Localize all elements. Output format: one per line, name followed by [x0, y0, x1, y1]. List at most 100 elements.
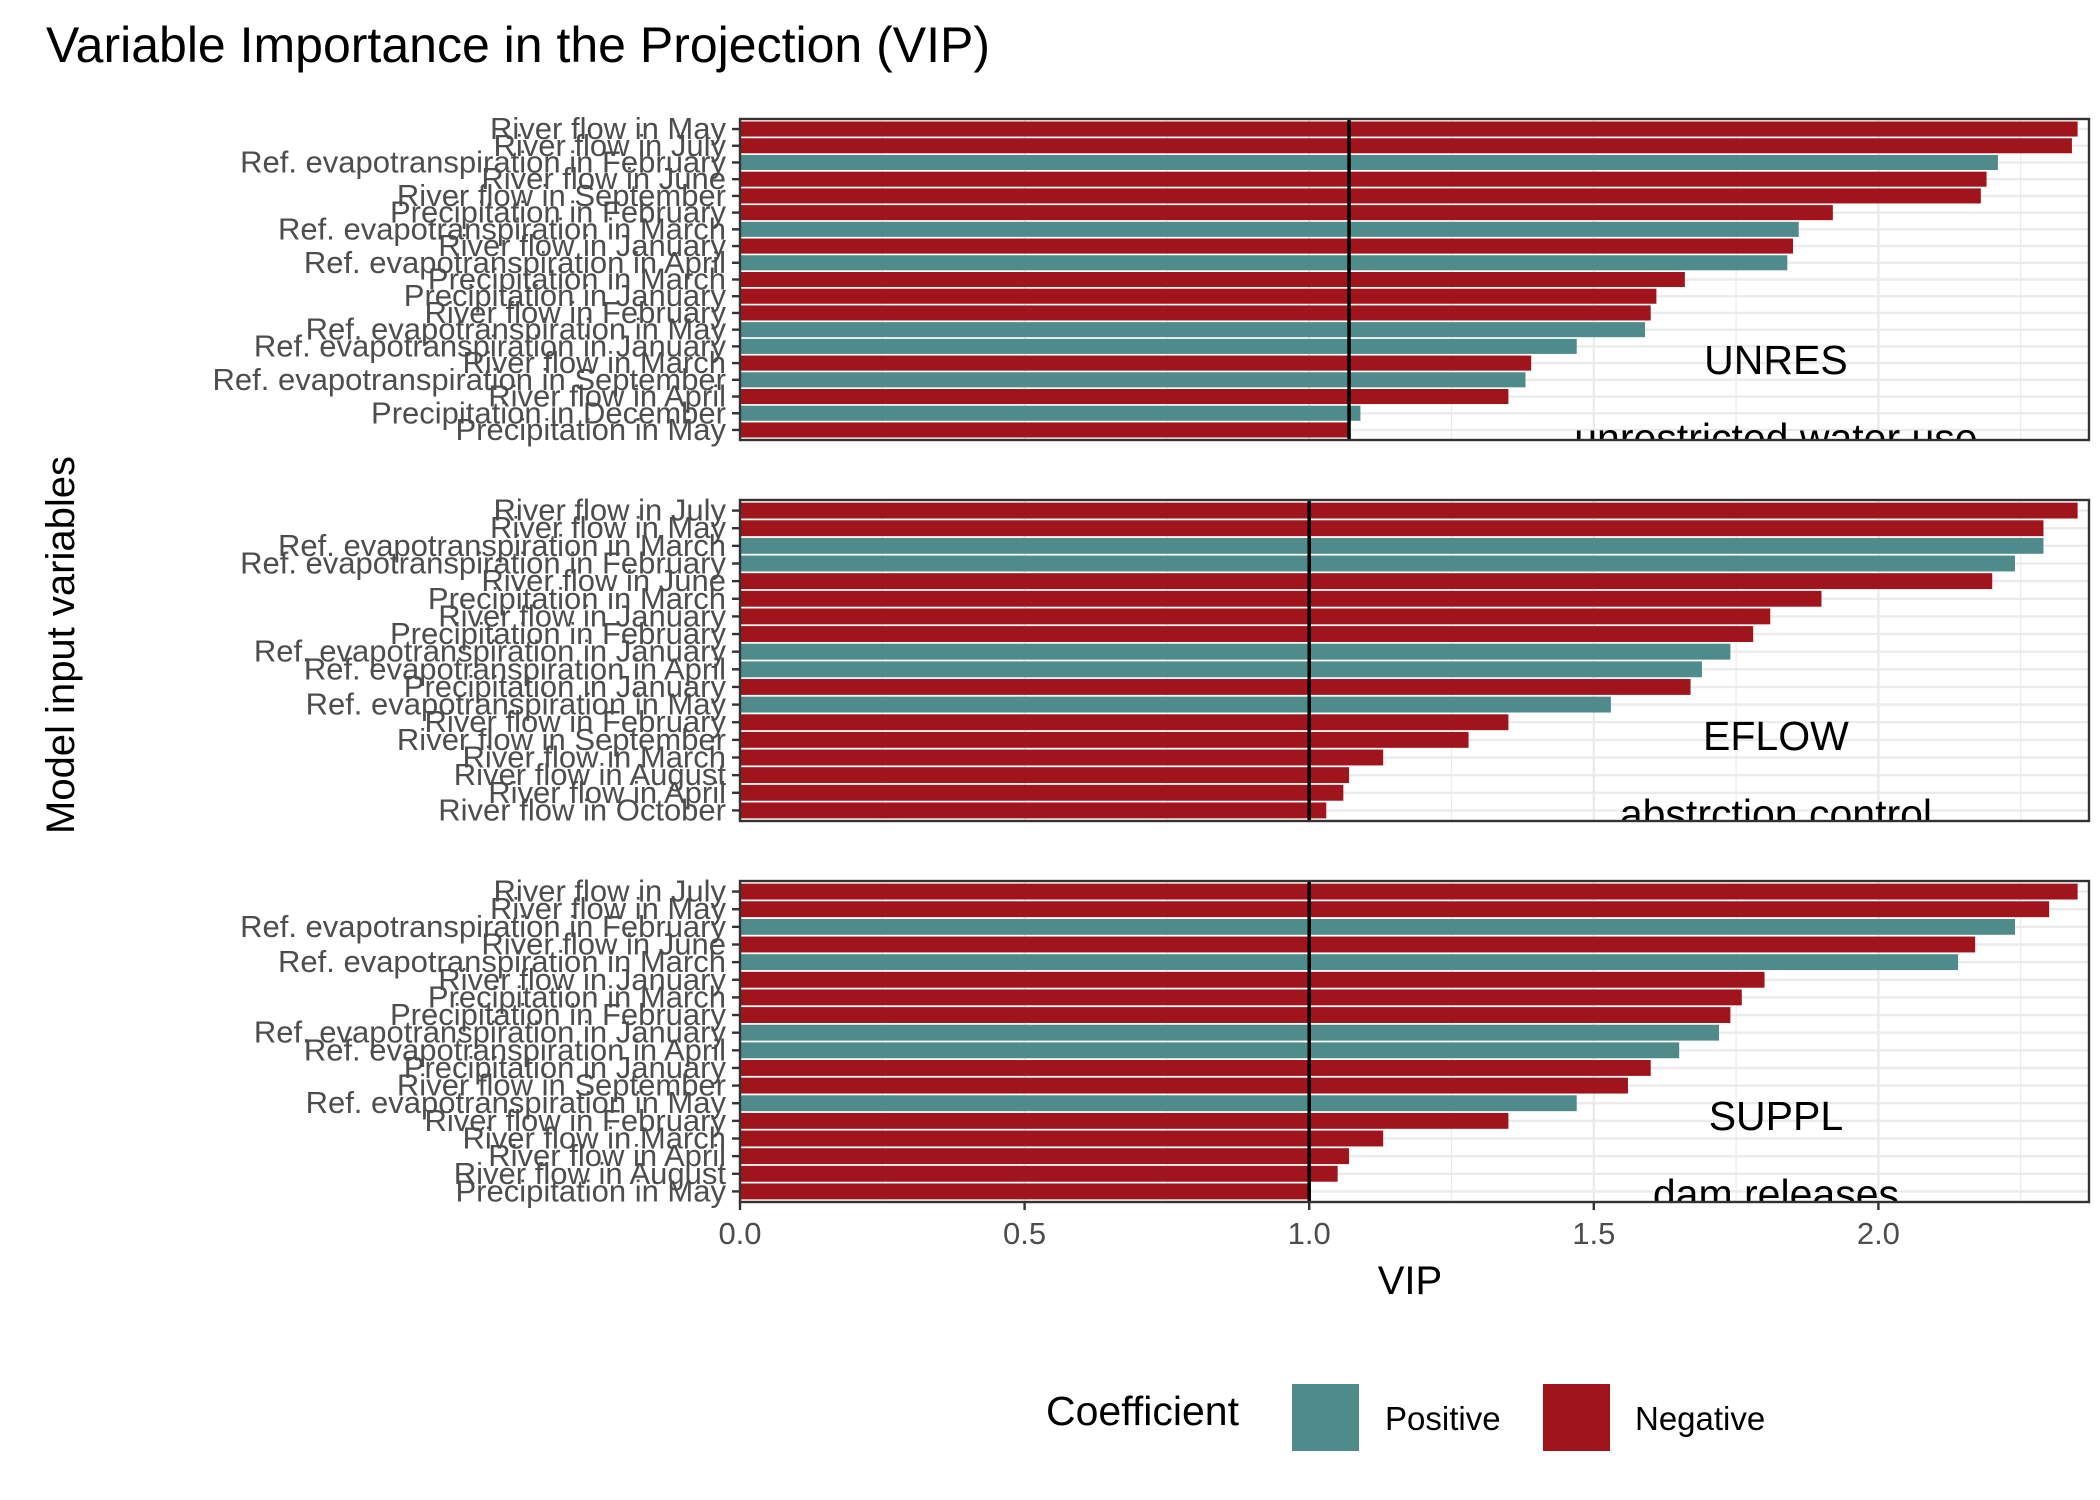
facet-panel: EFLOW abstrction control River flow in Jul… [240, 493, 2091, 837]
facet-panel: UNRES unrestricted water use River flow in… [212, 111, 2091, 447]
y-tick-label: Precipitation in May [455, 1173, 726, 1208]
bar [740, 255, 1788, 271]
x-tick-label: 0.5 [1003, 1216, 1046, 1251]
x-tick-label: 2.0 [1857, 1216, 1900, 1251]
y-tick-label: River flow in January [438, 962, 726, 997]
bar [740, 661, 1702, 678]
y-axis-title: Model input variables [39, 456, 83, 834]
y-tick-label: Ref. evapotranspiration in April [304, 1032, 726, 1067]
panel-border [738, 879, 2091, 1204]
chart-title: Variable Importance in the Projection (V… [46, 17, 990, 73]
y-tick-label: River flow in July [493, 128, 726, 163]
legend-swatch-positive [1292, 1384, 1359, 1451]
y-tick-label: River flow in February [425, 704, 727, 739]
y-tick-label: Ref. evapotranspiration in April [304, 651, 726, 686]
y-tick-label: River flow in May [490, 510, 726, 545]
y-tick-label: River flow in July [493, 493, 726, 528]
bar [740, 590, 1822, 607]
x-tick-label: 1.0 [1288, 1216, 1331, 1251]
y-tick-label: Ref. evapotranspiration in March [278, 528, 726, 563]
bar [740, 555, 2016, 572]
bar [740, 288, 1657, 304]
y-tick-label: Ref. evapotranspiration in September [212, 362, 726, 397]
y-tick-label: River flow in June [481, 926, 726, 961]
bar [740, 205, 1833, 221]
bar [740, 271, 1685, 288]
y-tick-label: River flow in February [425, 295, 727, 330]
y-tick-label: Ref. evapotranspiration in January [254, 1015, 727, 1050]
y-tick-label: Ref. evapotranspiration in April [304, 245, 726, 280]
legend-label-negative: Negative [1635, 1400, 1765, 1437]
y-tick-label: River flow in June [481, 563, 726, 598]
y-tick-label: Ref. evapotranspiration in March [278, 944, 726, 979]
x-tick-label: 0.0 [718, 1216, 761, 1251]
y-tick-label: Precipitation in December [371, 395, 726, 430]
bar [740, 1183, 1310, 1200]
y-tick-label: River flow in January [438, 228, 726, 263]
bar [740, 767, 1350, 784]
bar [740, 608, 1771, 625]
panel-annotations: SUPPL dam releases [1653, 1093, 1899, 1217]
y-tick-label: Ref. evapotranspiration in May [306, 687, 727, 722]
legend-label-positive: Positive [1385, 1400, 1501, 1437]
bar [740, 389, 1509, 405]
facet-panels: UNRES unrestricted water use River flow in… [212, 111, 2091, 1217]
x-axis: 0.0 0.5 1.0 1.5 2.0 [718, 1202, 1900, 1251]
bar [740, 338, 1577, 354]
y-tick-label: River flow in April [488, 775, 726, 810]
bar [740, 971, 1765, 988]
y-tick-label: River flow in May [490, 111, 726, 146]
bar [740, 802, 1327, 819]
y-tick-label: River flow in March [462, 740, 726, 775]
bar [740, 989, 1742, 1006]
x-tick-label: 1.5 [1572, 1216, 1615, 1251]
panel-sublabel: abstrction control [1620, 791, 1932, 837]
bar [740, 1112, 1509, 1129]
bar [740, 221, 1799, 237]
bar [740, 154, 1998, 170]
bar [740, 305, 1651, 321]
bar [740, 918, 2016, 935]
bar [740, 1130, 1384, 1147]
panel-border [738, 498, 2091, 823]
bar [740, 731, 1469, 748]
bar [740, 322, 1646, 338]
bar [740, 1077, 1628, 1094]
y-tick-label: Precipitation in February [390, 616, 726, 651]
bar [740, 749, 1384, 766]
y-tick-label: River flow in March [462, 1121, 726, 1156]
y-tick-label: River flow in August [454, 757, 727, 792]
bar [740, 696, 1611, 713]
legend-swatch-negative [1543, 1384, 1610, 1451]
x-axis-title: VIP [1378, 1259, 1442, 1303]
y-tick-label: Precipitation in January [404, 669, 727, 704]
bar [740, 1148, 1350, 1165]
y-tick-label: River flow in April [488, 1138, 726, 1173]
bar [740, 784, 1344, 801]
bar [740, 679, 1691, 695]
bar [740, 537, 2044, 554]
bar [740, 520, 2044, 537]
bar [740, 883, 2078, 900]
bar [740, 714, 1509, 731]
bar [740, 643, 1731, 660]
bar [740, 901, 2050, 918]
bar [740, 1007, 1731, 1023]
legend-title: Coefficient [1046, 1388, 1240, 1434]
panel-label: EFLOW [1703, 713, 1849, 759]
panel-sublabel: dam releases [1653, 1171, 1899, 1217]
bar [740, 1165, 1338, 1182]
y-tick-label: River flow in March [462, 345, 726, 380]
y-tick-label: River flow in January [438, 598, 726, 633]
y-tick-label: River flow in August [454, 1156, 727, 1191]
y-tick-label: River flow in September [397, 722, 726, 757]
y-tick-label: River flow in February [425, 1103, 727, 1138]
legend: Coefficient Positive Negative [1046, 1384, 1765, 1451]
y-tick-label: River flow in October [438, 792, 726, 827]
y-tick-label: Precipitation in January [404, 278, 727, 313]
y-tick-label: Ref. evapotranspiration in January [254, 328, 727, 363]
y-tick-label: River flow in May [490, 891, 726, 926]
y-tick-label: Ref. evapotranspiration in March [278, 211, 726, 246]
